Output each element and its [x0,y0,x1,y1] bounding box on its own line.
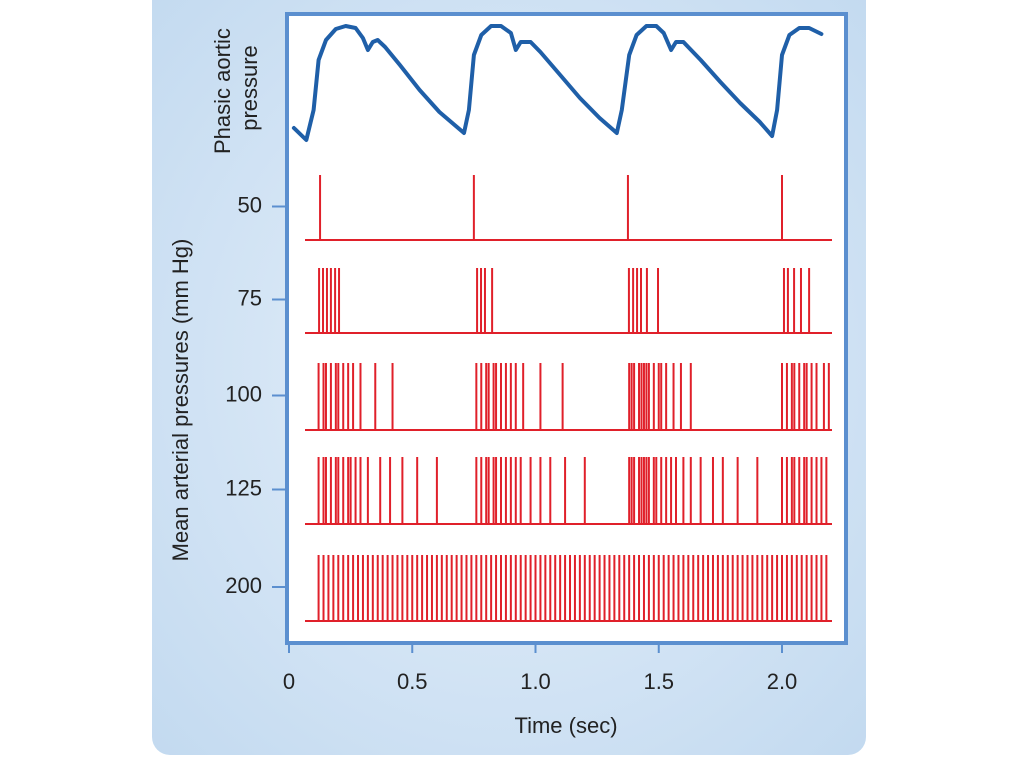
x-tick-label: 1.0 [520,669,551,694]
y-tick-label: 200 [225,573,262,598]
x-tick-label: 0 [283,669,295,694]
x-tick-label: 0.5 [397,669,428,694]
pressure-label-line: pressure [237,45,262,131]
x-tick-label: 2.0 [767,669,798,694]
y-tick-label: 100 [225,381,262,406]
pressure-label: Phasic aortic pressure [210,22,262,154]
y-tick-label: 75 [238,285,262,310]
y-tick-label: 50 [238,192,262,217]
y-tick-label: 125 [225,475,262,500]
x-axis-label: Time (sec) [514,713,617,738]
plot-frame [285,12,848,645]
y-axis-label: Mean arterial pressures (mm Hg) [168,239,193,562]
x-tick-label: 1.5 [643,669,674,694]
pressure-trace [291,24,824,142]
pressure-label-line: Phasic aortic [210,28,235,154]
